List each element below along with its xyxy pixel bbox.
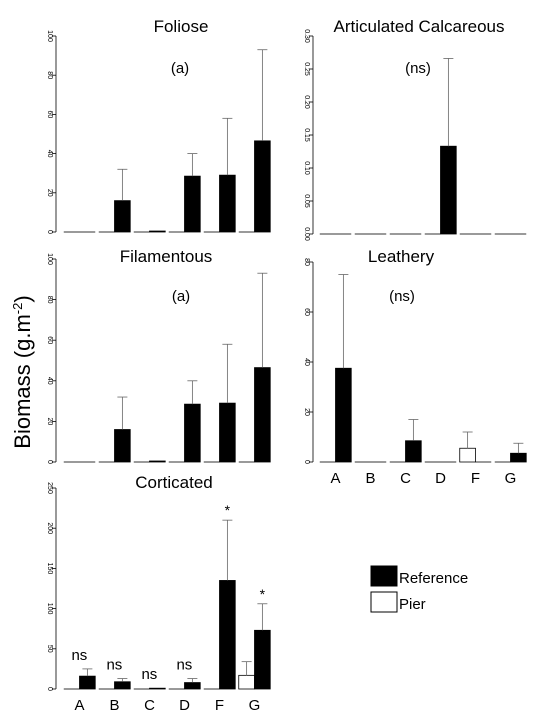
y-axis-label-superscript: -2 (10, 303, 25, 315)
bar-reference (219, 402, 236, 463)
bar-reference (254, 140, 271, 233)
y-axis-label-close: ) (10, 295, 35, 302)
x-tick-label: A (330, 470, 340, 487)
chart-panel-3: Filamentous (a) 0 20 40 60 80 100 (46, 247, 271, 464)
panel-significance: (ns) (389, 288, 415, 305)
y-tick-label: 60 (303, 308, 310, 316)
chart-panel-2: Articulated Calcareous (ns) 0.00 0.05 0.10 0.… (303, 17, 527, 241)
y-tick-label: 200 (46, 522, 53, 534)
bar-reference (510, 452, 527, 463)
y-tick-label: 100 (46, 30, 53, 42)
bar-reference (114, 681, 131, 690)
legend-swatch-pier (370, 591, 398, 613)
y-tick-label: 20 (46, 189, 53, 197)
y-tick-label: 100 (46, 603, 53, 615)
legend-swatch-reference (370, 565, 398, 587)
bar-reference (114, 429, 131, 463)
y-tick-label: 0.15 (303, 128, 310, 142)
significance-annotation: ns (176, 657, 192, 674)
x-tick-label: D (179, 697, 190, 713)
panel-title: Corticated (135, 473, 212, 492)
x-tick-label: C (144, 697, 155, 713)
x-tick-label: F (215, 697, 224, 713)
x-tick-label: B (365, 470, 375, 487)
y-tick-label: 80 (46, 71, 53, 79)
y-axis-label-text: Biomass (g.m (10, 314, 35, 448)
y-axis-label: Biomass (g.m-2) (10, 295, 35, 448)
legend: Reference Pier (370, 565, 468, 613)
bar-reference (219, 580, 236, 690)
x-tick-label: D (435, 470, 446, 487)
legend-label-pier: Pier (399, 596, 426, 613)
significance-annotation: ns (106, 657, 122, 674)
panel-title: Leathery (368, 247, 435, 266)
bar-pier (459, 447, 476, 463)
bar-reference (184, 403, 201, 463)
x-tick-label: A (74, 697, 84, 713)
bar-pier (238, 674, 255, 690)
bar-reference (184, 682, 201, 690)
bar-reference (335, 367, 352, 463)
y-tick-label: 60 (46, 336, 53, 344)
chart-panel-1: Foliose (a) 0 20 40 60 80 100 (46, 17, 271, 234)
x-tick-label: G (505, 470, 517, 487)
significance-annotation: ns (71, 647, 87, 664)
bar-reference (219, 174, 236, 233)
y-tick-label: 0 (46, 460, 53, 464)
bar-reference (405, 440, 422, 463)
y-tick-label: 20 (303, 408, 310, 416)
y-tick-label: 80 (303, 258, 310, 266)
bar-reference (149, 230, 166, 233)
panel-title: Foliose (154, 17, 209, 36)
chart-panel-5: Corticated 0 50 100 150 200 250 Ans Bns Cns Dns F * G… (46, 473, 271, 713)
significance-annotation: ns (141, 666, 157, 683)
significance-annotation: * (225, 502, 231, 518)
y-tick-label: 50 (46, 645, 53, 653)
y-tick-label: 0 (46, 230, 53, 234)
y-tick-label: 250 (46, 482, 53, 494)
y-tick-label: 60 (46, 111, 53, 119)
y-tick-label: 40 (303, 358, 310, 366)
y-tick-label: 0.25 (303, 62, 310, 76)
y-tick-label: 20 (46, 418, 53, 426)
significance-annotation: * (260, 586, 266, 602)
panel-significance: (a) (171, 60, 189, 77)
y-tick-label: 0 (303, 460, 310, 464)
y-tick-label: 150 (46, 563, 53, 575)
x-tick-label: C (400, 470, 411, 487)
y-tick-label: 40 (46, 150, 53, 158)
y-tick-label: 40 (46, 377, 53, 385)
bar-reference (79, 675, 96, 690)
panel-title: Articulated Calcareous (333, 17, 504, 36)
panels: Foliose (a) 0 20 40 60 80 100 Articulated Calcar… (46, 17, 527, 713)
bar-reference (254, 629, 271, 690)
y-tick-label: 0.20 (303, 95, 310, 109)
y-tick-label: 0 (46, 687, 53, 691)
bar-reference (254, 367, 271, 463)
x-tick-label: G (249, 697, 261, 713)
panel-title: Filamentous (120, 247, 213, 266)
y-tick-label: 100 (46, 253, 53, 265)
bar-reference (149, 460, 166, 463)
bar-reference (149, 687, 166, 690)
bar-reference (184, 175, 201, 233)
legend-label-reference: Reference (399, 570, 468, 587)
x-tick-label: F (471, 470, 480, 487)
x-tick-label: B (109, 697, 119, 713)
y-tick-label: 0.00 (303, 227, 310, 241)
bar-reference (440, 145, 457, 235)
y-tick-label: 80 (46, 296, 53, 304)
panel-significance: (a) (172, 288, 190, 305)
y-tick-label: 0.10 (303, 161, 310, 175)
bar-reference (114, 200, 131, 233)
y-tick-label: 0.30 (303, 29, 310, 43)
y-tick-label: 0.05 (303, 194, 310, 208)
chart-panel-4: Leathery (ns) 0 20 40 60 80 A B C D F G (303, 247, 527, 487)
panel-significance: (ns) (405, 60, 431, 77)
